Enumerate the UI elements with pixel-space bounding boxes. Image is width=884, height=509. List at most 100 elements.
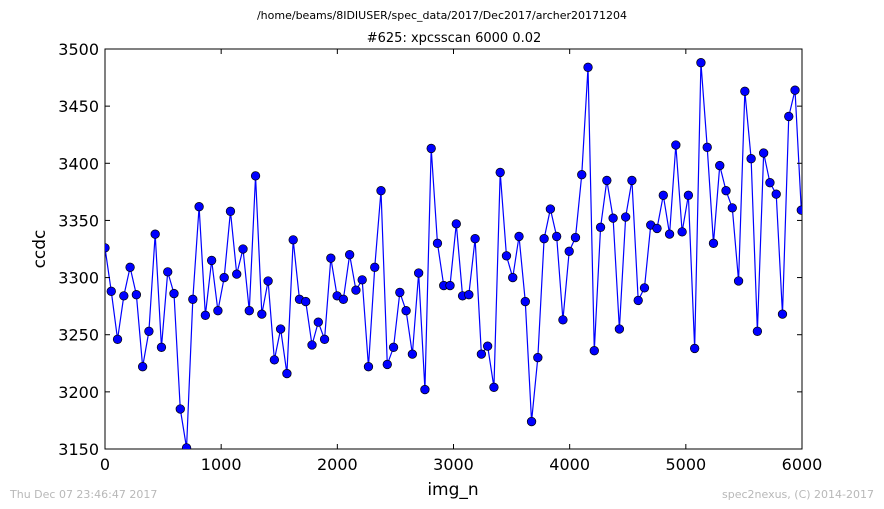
data-point [137,362,148,372]
data-point [683,190,694,200]
data-point [627,175,637,186]
data-point [451,219,461,229]
data-point [105,243,110,253]
data-point [520,296,530,307]
data-point [194,202,204,212]
data-point [351,285,361,295]
data-point [658,190,668,200]
x-tick-label: 6000 [782,455,823,474]
data-point [633,295,643,306]
data-point [401,306,411,316]
data-point [225,206,236,216]
data-point [282,368,292,379]
y-tick-label: 3500 [58,40,99,59]
data-point [250,171,261,181]
footer-credit: spec2nexus, (C) 2014-2017 [722,488,874,501]
data-point [175,404,185,414]
data-point [614,324,625,334]
data-point [125,262,135,272]
chart-title: #625: xpcsscan 6000 0.02 [367,31,542,46]
axis-ticks: 0 1000 2000 3000 4000 5000 6000 3150 3200 3250 330… [58,40,822,474]
data-point [181,443,192,449]
data-point [131,290,142,300]
data-point [414,268,424,278]
data-point [526,416,537,427]
x-tick-label: 3000 [433,455,474,474]
data-point [301,296,311,307]
data-point [777,309,788,319]
data-point [733,276,744,286]
y-tick-label: 3150 [58,440,99,459]
data-point [407,349,418,359]
data-point [690,343,700,354]
data-point [445,280,455,291]
y-tick-label: 3200 [58,383,99,402]
data-point [313,317,323,327]
data-point [652,223,662,234]
data-point [727,203,737,213]
data-point [382,359,392,370]
x-tick-label: 2000 [317,455,358,474]
data-point [608,213,618,223]
data-point [708,238,719,248]
data-point [263,276,273,286]
x-tick-label: 4000 [549,455,590,474]
data-point [238,244,248,254]
data-point [213,306,223,316]
data-point [275,324,286,334]
x-tick-label: 5000 [665,455,706,474]
data-point [715,160,725,171]
y-tick-label: 3350 [58,211,99,230]
y-axis-label: ccdc [30,230,50,269]
data-point [595,222,606,232]
data-point [470,234,480,244]
data-point [545,204,556,214]
data-point [489,382,499,392]
x-tick-label: 0 [100,455,110,474]
data-point [514,231,524,242]
data-point [219,272,229,283]
data-point [232,269,242,279]
footer-timestamp: Thu Dec 07 23:46:47 2017 [9,488,157,501]
y-tick-label: 3400 [58,154,99,173]
data-point [200,310,211,320]
data-point [106,286,116,296]
x-axis-label: img_n [427,480,478,500]
data-point [539,234,549,244]
data-point [621,212,631,222]
data-point [319,334,330,344]
data-point [784,111,794,122]
data-point [338,294,349,304]
data-point [771,189,781,199]
data-point [746,154,756,164]
data-point [244,306,254,316]
data-point [671,140,681,150]
data-point [702,142,712,152]
data-point [426,143,436,154]
data-point [169,288,179,299]
data-point [696,58,706,68]
data-point [664,229,675,239]
data-point [112,334,123,344]
data-point [307,340,317,350]
y-tick-label: 3450 [58,97,99,116]
series-line [105,62,802,448]
data-point [370,262,380,272]
data-point [533,352,543,363]
data-point [570,232,581,243]
data-point [326,253,336,263]
data-point [150,229,160,239]
data-point [432,238,443,248]
data-point [163,267,173,277]
data-point [257,309,267,319]
y-tick-label: 3300 [58,269,99,288]
data-point [639,283,650,293]
data-point [721,186,731,196]
data-point [583,62,593,72]
data-point [357,275,367,285]
data-point [156,342,167,352]
data-point [501,251,512,261]
plot-content [105,58,802,449]
data-point [589,346,599,356]
